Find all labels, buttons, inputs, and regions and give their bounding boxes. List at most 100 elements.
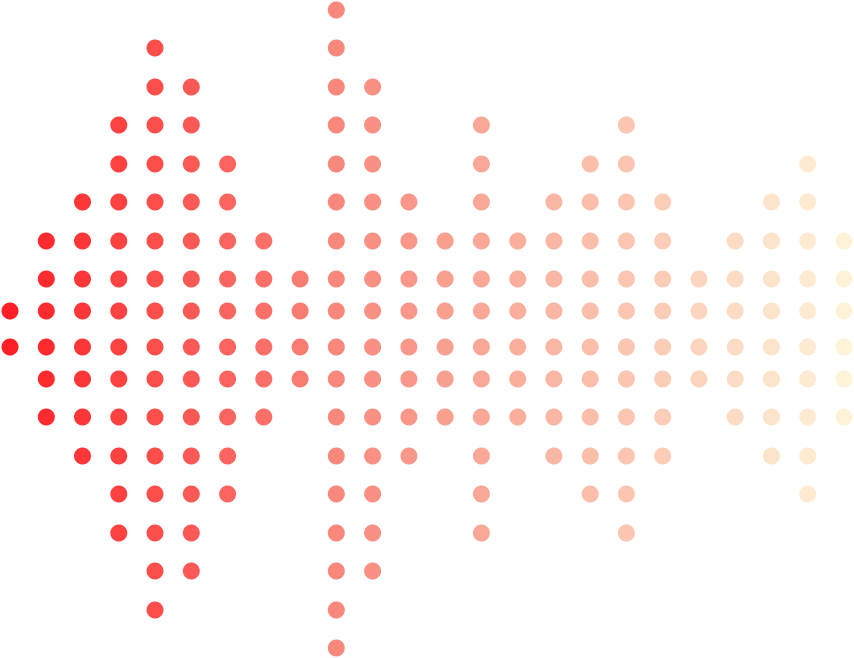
- wave-dot: [617, 408, 635, 426]
- wave-dot: [436, 370, 454, 388]
- wave-dot: [581, 370, 599, 388]
- wave-dot: [509, 408, 527, 426]
- wave-dot: [219, 338, 237, 356]
- wave-dot: [364, 155, 382, 173]
- wave-dot: [182, 524, 200, 542]
- wave-dot: [545, 270, 563, 288]
- wave-dot: [364, 116, 382, 134]
- wave-dot: [545, 370, 563, 388]
- wave-dot: [146, 370, 164, 388]
- wave-dot: [146, 39, 164, 57]
- wave-dot: [219, 193, 237, 211]
- wave-dot: [182, 562, 200, 580]
- wave-dot: [835, 408, 853, 426]
- wave-dot: [763, 408, 780, 426]
- wave-dot: [364, 447, 382, 465]
- wave-dot: [255, 370, 273, 388]
- wave-dot: [472, 485, 490, 503]
- wave-dot: [182, 408, 200, 426]
- wave-dot: [835, 270, 853, 288]
- wave-dot: [763, 370, 780, 388]
- wave-dot: [545, 338, 563, 356]
- wave-dot: [726, 408, 744, 426]
- wave-dot: [364, 232, 382, 250]
- wave-dot: [400, 193, 418, 211]
- wave-dot: [617, 116, 635, 134]
- wave-dot: [255, 408, 273, 426]
- wave-dot: [545, 302, 563, 320]
- wave-dot: [726, 338, 744, 356]
- wave-dot: [255, 302, 273, 320]
- wave-dot: [182, 447, 200, 465]
- wave-dot: [581, 232, 599, 250]
- wave-dot: [1, 302, 19, 320]
- wave-dot: [690, 370, 708, 388]
- wave-dot: [654, 232, 672, 250]
- wave-dot: [219, 232, 237, 250]
- wave-dot: [799, 338, 817, 356]
- wave-dot: [255, 270, 273, 288]
- wave-dot: [291, 270, 309, 288]
- wave-dot: [654, 447, 672, 465]
- wave-dot: [110, 524, 128, 542]
- wave-dot: [146, 447, 164, 465]
- wave-dot: [581, 155, 599, 173]
- wave-dot: [472, 408, 490, 426]
- wave-dot: [617, 193, 635, 211]
- wave-dot: [472, 270, 490, 288]
- wave-dot: [219, 155, 237, 173]
- wave-dot: [327, 1, 345, 19]
- wave-dot: [472, 155, 490, 173]
- wave-dot: [690, 270, 708, 288]
- wave-dot: [763, 447, 780, 465]
- wave-dot: [291, 370, 309, 388]
- wave-dot: [110, 408, 128, 426]
- wave-dot: [799, 485, 817, 503]
- wave-dot: [146, 524, 164, 542]
- wave-dot: [327, 155, 345, 173]
- wave-dot: [799, 447, 817, 465]
- wave-dot: [400, 338, 418, 356]
- wave-dot: [146, 193, 164, 211]
- wave-dot: [146, 338, 164, 356]
- wave-dot: [763, 232, 780, 250]
- wave-dot: [74, 232, 91, 250]
- wave-dot: [327, 447, 345, 465]
- wave-dot: [110, 485, 128, 503]
- wave-dot: [255, 338, 273, 356]
- wave-dot: [436, 232, 454, 250]
- wave-dot: [74, 408, 91, 426]
- wave-dot: [327, 562, 345, 580]
- wave-dot: [400, 370, 418, 388]
- wave-dot: [545, 193, 563, 211]
- wave-dot: [182, 232, 200, 250]
- wave-dot: [509, 302, 527, 320]
- wave-dot: [219, 370, 237, 388]
- wave-dot: [255, 232, 273, 250]
- wave-dot: [110, 155, 128, 173]
- wave-dot: [1, 338, 19, 356]
- wave-dot: [327, 370, 345, 388]
- wave-dot: [110, 338, 128, 356]
- wave-dot: [799, 232, 817, 250]
- wave-dot: [509, 338, 527, 356]
- wave-dot: [146, 78, 164, 96]
- wave-dot: [617, 485, 635, 503]
- wave-dot: [799, 270, 817, 288]
- wave-dot: [146, 562, 164, 580]
- wave-dot: [364, 270, 382, 288]
- wave-dot: [690, 302, 708, 320]
- wave-dot: [400, 270, 418, 288]
- wave-dot: [726, 302, 744, 320]
- wave-dot: [327, 524, 345, 542]
- wave-dot: [545, 447, 563, 465]
- wave-dot: [182, 155, 200, 173]
- wave-dot: [182, 78, 200, 96]
- wave-dot: [835, 370, 853, 388]
- wave-dot: [182, 270, 200, 288]
- wave-dot: [37, 302, 55, 320]
- wave-dot: [835, 338, 853, 356]
- wave-dot: [327, 639, 345, 657]
- wave-dot: [472, 447, 490, 465]
